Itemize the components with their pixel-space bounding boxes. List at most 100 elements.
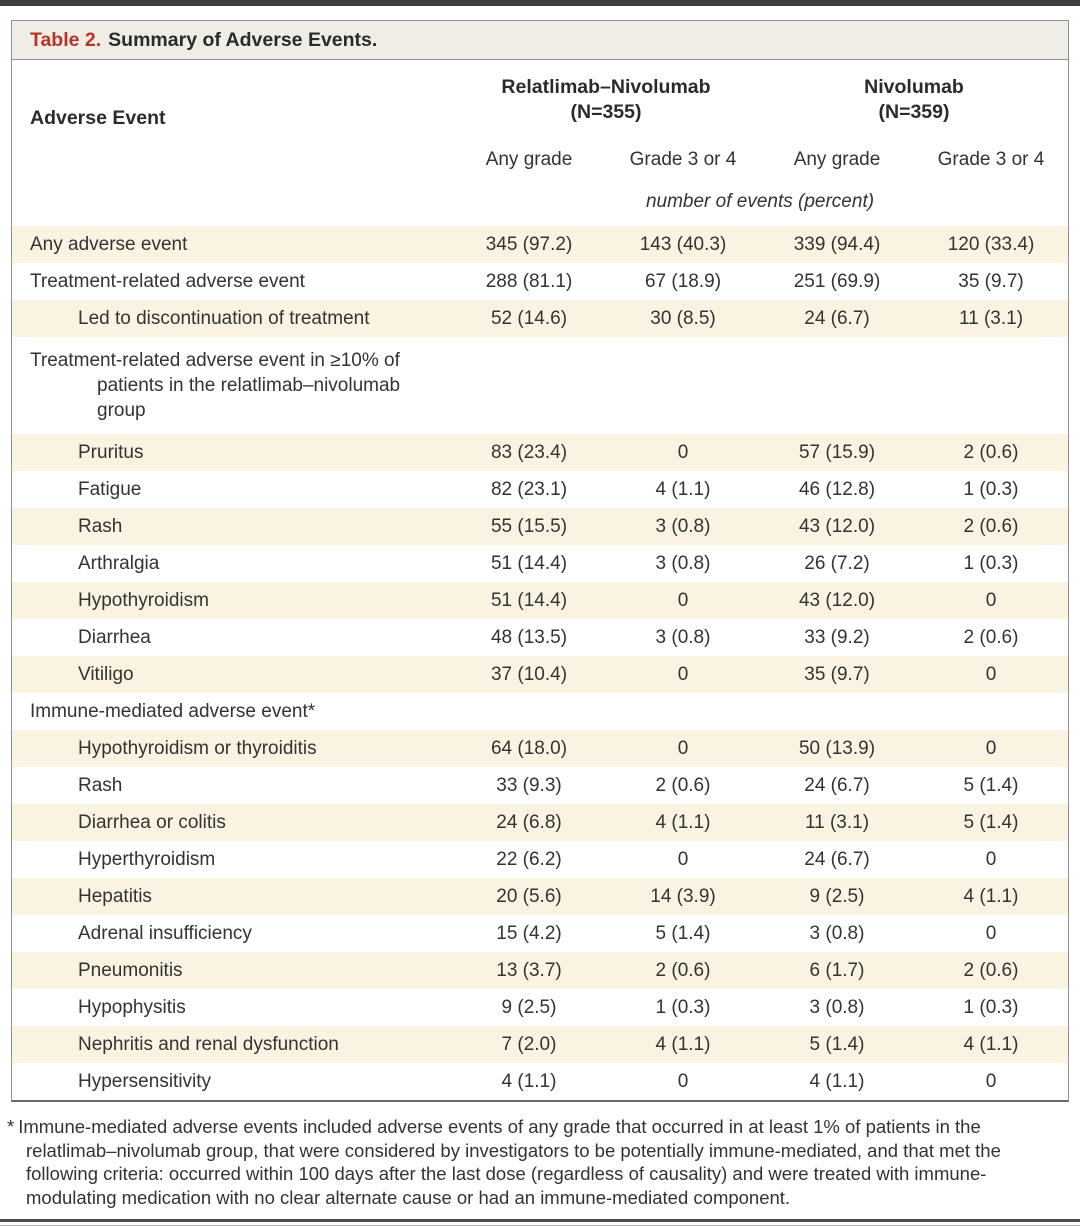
row-label: Pneumonitis [78,960,183,981]
cell-value: 4 (1.1) [963,1034,1019,1055]
subheader-grade-3-4-2: Grade 3 or 4 [937,149,1045,170]
cell-value: 0 [677,442,689,463]
row-label: Hypophysitis [78,997,186,1018]
cell-value: 52 (14.6) [490,308,568,329]
cell-value: 5 (1.4) [963,775,1019,796]
table-row: Vitiligo 37 (10.4) 0 35 (9.7) 0 [12,656,1068,693]
footnote-marker: * [7,1116,15,1137]
cell-value: 3 (0.8) [809,997,865,1018]
table-row: Any adverse event 345 (97.2) 143 (40.3) 339… [12,226,1068,263]
units-note: number of events (percent) [645,191,875,212]
row-label: Led to discontinuation of treatment [78,308,370,329]
table-title: Table 2. Summary of Adverse Events. [12,21,1068,60]
row-label: Arthralgia [78,553,160,574]
group-name: Nivolumab [864,76,964,98]
cell-value: 37 (10.4) [490,664,568,685]
row-label: Immune-mediated adverse event* [30,701,316,722]
cell-value: 2 (0.6) [963,442,1019,463]
cell-value: 0 [985,923,997,944]
row-label: Pruritus [78,442,144,463]
cell-value: 4 (1.1) [501,1071,557,1092]
cell-value: 64 (18.0) [490,738,568,759]
cell-value: 51 (14.4) [490,590,568,611]
table-title-text: Summary of Adverse Events. [108,29,378,51]
cell-value: 24 (6.7) [804,775,870,796]
cell-value: 82 (23.1) [490,479,568,500]
cell-value: 22 (6.2) [496,849,562,870]
row-label: Hypersensitivity [78,1071,212,1092]
header-subheader-row: Any grade Grade 3 or 4 Any grade Grade 3… [12,134,1068,176]
cell-value: 3 (0.8) [655,516,711,537]
cell-value [760,693,914,730]
cell-value: 55 (15.5) [490,516,568,537]
cell-value: 20 (5.6) [496,886,562,907]
cell-value: 43 (12.0) [798,516,876,537]
table-row: Nephritis and renal dysfunction 7 (2.0) 4 … [12,1026,1068,1063]
group-n: (N=359) [878,101,950,123]
table-row: Treatment-related adverse event 288 (81.1… [12,263,1068,300]
cell-value [452,693,606,730]
footnote-text: Immune-mediated adverse events included … [18,1116,1001,1208]
cell-value: 0 [677,590,689,611]
cell-value: 5 (1.4) [963,812,1019,833]
cell-value: 9 (2.5) [501,997,557,1018]
table-row: Hypersensitivity 4 (1.1) 0 4 (1.1) 0 [12,1063,1068,1100]
cell-value: 1 (0.3) [963,553,1019,574]
cell-value: 0 [985,590,997,611]
cell-value: 4 (1.1) [655,812,711,833]
table-row: Hyperthyroidism 22 (6.2) 0 24 (6.7) 0 [12,841,1068,878]
table-row: Hypothyroidism 51 (14.4) 0 43 (12.0) 0 [12,582,1068,619]
row-label: Hepatitis [78,886,152,907]
cell-value: 143 (40.3) [639,234,727,255]
cell-value: 3 (0.8) [809,923,865,944]
table-number-label: Table 2. [30,29,102,51]
cell-value: 2 (0.6) [963,627,1019,648]
cell-value: 57 (15.9) [798,442,876,463]
cell-value: 1 (0.3) [963,479,1019,500]
cell-value: 0 [985,849,997,870]
row-label: Any adverse event [30,234,188,255]
cell-value: 11 (3.1) [804,812,870,833]
cell-value: 4 (1.1) [655,479,711,500]
cell-value: 30 (8.5) [650,308,716,329]
bottom-rule [0,1219,1080,1226]
cell-value: 83 (23.4) [490,442,568,463]
cell-value [606,693,760,730]
table-row: Immune-mediated adverse event* [12,693,1068,730]
cell-value: 43 (12.0) [798,590,876,611]
cell-value [914,693,1068,730]
row-label: Diarrhea or colitis [78,812,226,833]
cell-value: 0 [985,664,997,685]
cell-value: 251 (69.9) [793,271,881,292]
cell-value: 33 (9.2) [804,627,870,648]
row-label: Adrenal insufficiency [78,923,252,944]
table-row: Pruritus 83 (23.4) 0 57 (15.9) 2 (0.6) [12,434,1068,471]
cell-value: 24 (6.7) [804,308,870,329]
table-row: Pneumonitis 13 (3.7) 2 (0.6) 6 (1.7) 2 (0.6) [12,952,1068,989]
cell-value: 48 (13.5) [490,627,568,648]
cell-value: 1 (0.3) [655,997,711,1018]
cell-value: 0 [985,738,997,759]
cell-value: 0 [677,664,689,685]
cell-value: 5 (1.4) [809,1034,865,1055]
cell-value: 339 (94.4) [793,234,881,255]
row-label: Treatment-related adverse event [30,271,305,292]
spacer-cell [12,134,452,176]
table-row: Adrenal insufficiency 15 (4.2) 5 (1.4) 3 (0… [12,915,1068,952]
subheader-any-grade-2: Any grade [793,149,881,170]
cell-value: 288 (81.1) [485,271,573,292]
cell-value: 2 (0.6) [963,516,1019,537]
cell-value: 120 (33.4) [947,234,1035,255]
cell-value: 0 [677,1071,689,1092]
group-header-nivolumab: Nivolumab (N=359) [760,60,1068,134]
cell-value: 6 (1.7) [809,960,865,981]
cell-value: 26 (7.2) [804,553,870,574]
cell-value [452,337,606,434]
cell-value: 33 (9.3) [496,775,562,796]
table-row: Hypophysitis 9 (2.5) 1 (0.3) 3 (0.8) 1 (0.3) [12,989,1068,1026]
cell-value: 3 (0.8) [655,553,711,574]
cell-value: 11 (3.1) [958,308,1024,329]
cell-value: 0 [677,738,689,759]
cell-value [760,337,914,434]
row-label: Rash [78,775,123,796]
